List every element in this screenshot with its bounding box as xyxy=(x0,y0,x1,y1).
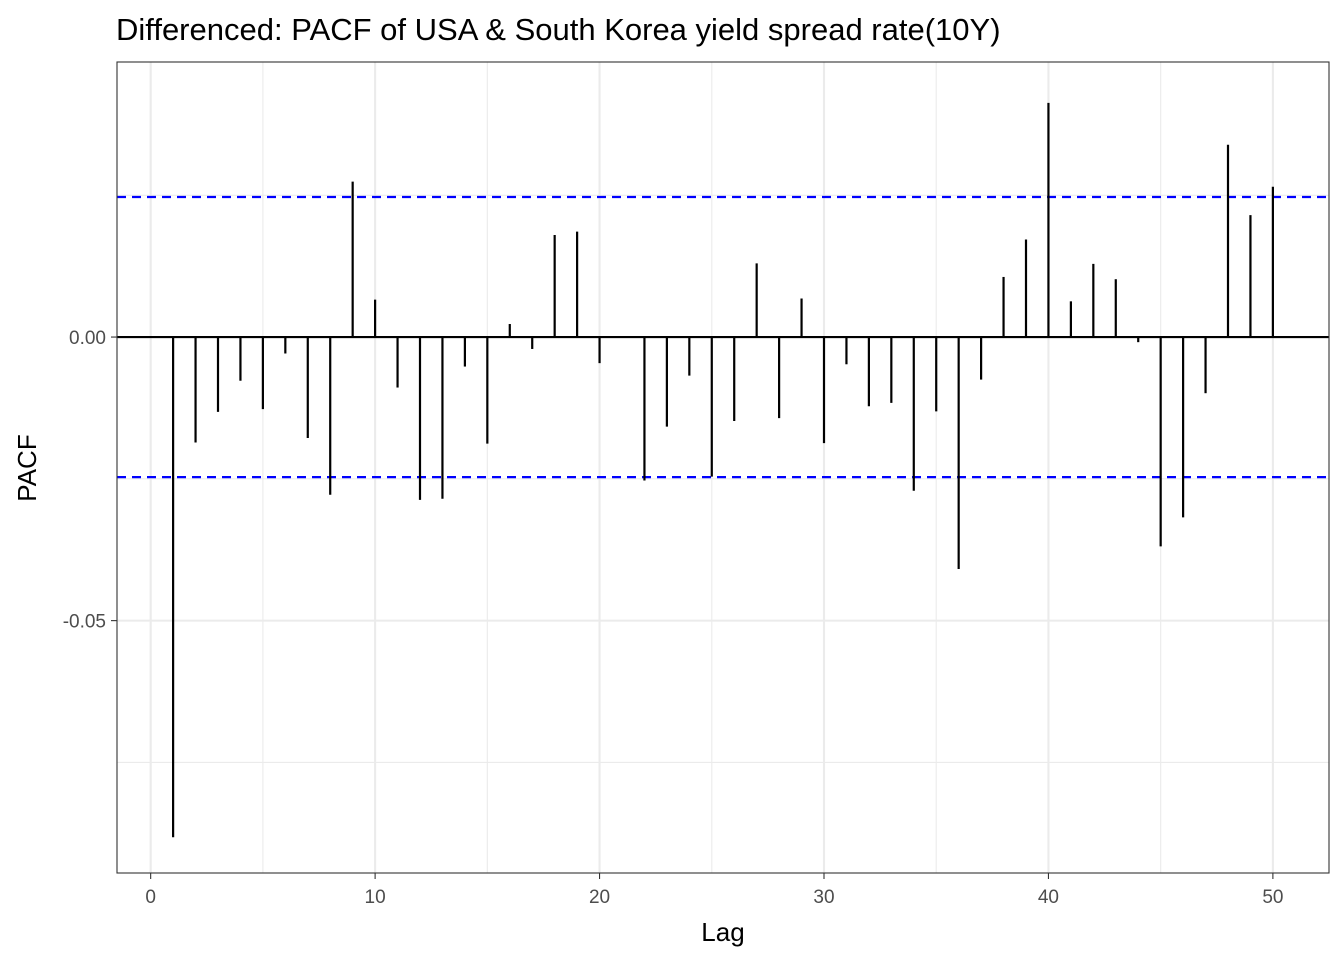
x-axis-title: Lag xyxy=(701,917,744,947)
y-tick-label: -0.05 xyxy=(63,612,106,633)
x-tick-label: 20 xyxy=(589,887,610,908)
chart-title: Differenced: PACF of USA & South Korea y… xyxy=(116,12,1001,47)
y-tick-label: 0.00 xyxy=(69,328,106,349)
plot-panel-border xyxy=(116,61,1330,874)
confidence-bounds xyxy=(117,195,1329,479)
pacf-bars xyxy=(117,102,1329,838)
y-axis-title: PACF xyxy=(12,434,42,501)
x-axis: 0 10 20 30 40 50 xyxy=(145,873,1283,908)
x-tick-label: 40 xyxy=(1038,887,1059,908)
grid-lines xyxy=(117,62,1329,873)
y-axis: 0.00 -0.05 xyxy=(63,328,117,633)
x-tick-label: 0 xyxy=(145,887,156,908)
x-tick-label: 50 xyxy=(1262,887,1283,908)
x-tick-label: 30 xyxy=(813,887,834,908)
x-tick-label: 10 xyxy=(365,887,386,908)
